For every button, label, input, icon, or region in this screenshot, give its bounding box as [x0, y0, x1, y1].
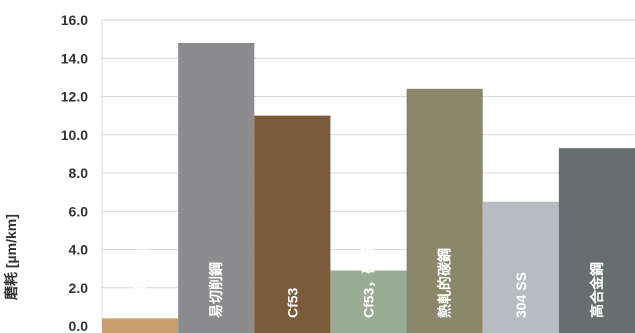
y-tick-label: 10.0	[61, 127, 88, 143]
bar	[254, 115, 331, 333]
y-tick-label: 14.0	[61, 50, 88, 66]
y-axis-tick-labels: 0.0 2.0 4.0 6.0 8.0 10.0 12.0 14.0 16.0	[61, 12, 88, 333]
bar	[406, 88, 483, 333]
bar-category-label: 硬陽鋁合金	[132, 247, 148, 318]
y-tick-label: 8.0	[69, 165, 89, 181]
bar-category-label: 高合金鋼	[589, 262, 605, 318]
y-axis-title: 磨耗 [µm/km]	[3, 214, 19, 300]
y-tick-label: 12.0	[61, 89, 88, 105]
bar	[330, 270, 407, 333]
y-tick-label: 6.0	[69, 203, 89, 219]
bar-category-label: 熱軋的碳鋼	[437, 248, 453, 318]
bar	[482, 201, 559, 333]
y-tick-label: 0.0	[69, 318, 89, 333]
bar	[558, 148, 635, 333]
bar	[178, 42, 255, 333]
y-tick-label: 16.0	[61, 12, 88, 28]
bar-category-label: Cf53	[284, 287, 300, 318]
bars	[102, 42, 635, 333]
bar-category-label: Cf53，硬鍍鉻	[361, 232, 377, 318]
bar	[102, 318, 179, 333]
bar-category-label: 304 SS	[513, 272, 529, 318]
y-tick-label: 2.0	[69, 280, 89, 296]
bar-labels: 硬陽鋁合金 易切削鋼 Cf53 Cf53，硬鍍鉻 熱軋的碳鋼 304 SS 高合金鋼	[132, 232, 605, 318]
bar-category-label: 易切削鋼	[208, 262, 224, 318]
y-tick-label: 4.0	[69, 242, 89, 258]
